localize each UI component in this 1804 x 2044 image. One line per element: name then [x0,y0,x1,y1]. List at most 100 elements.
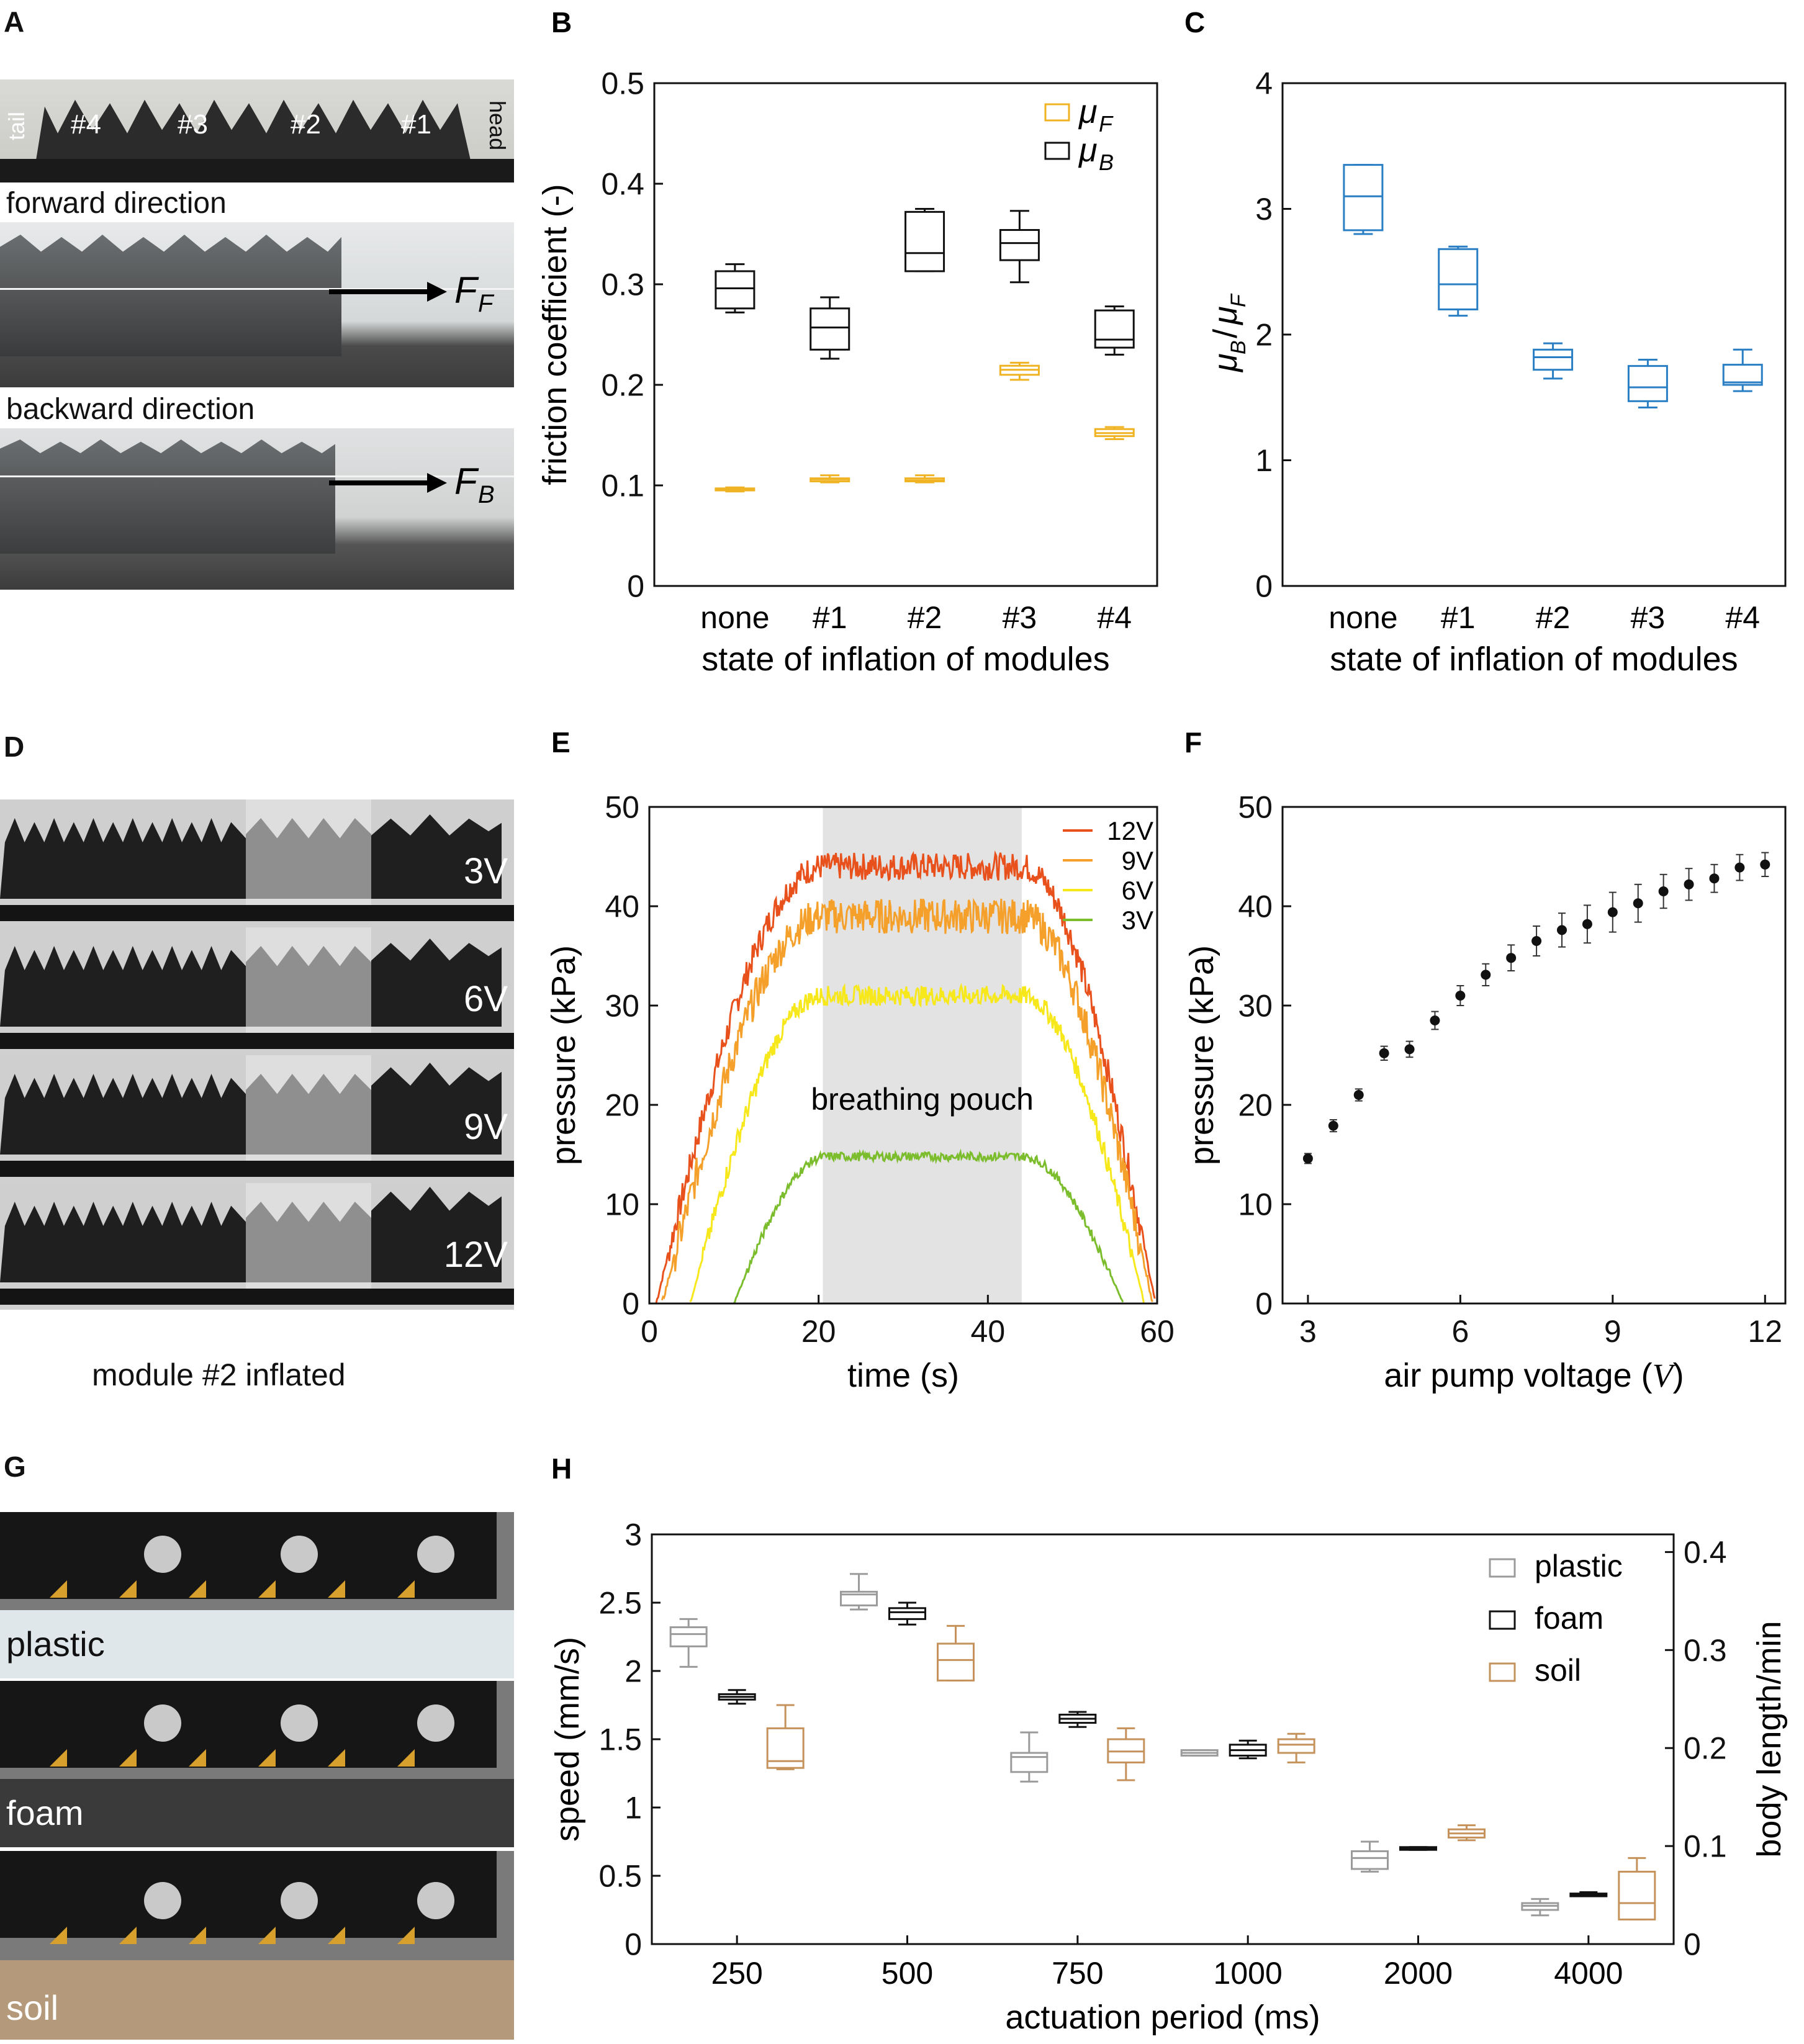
y-tick-label: 10 [605,1187,639,1222]
x-tick-label: 0 [641,1314,658,1349]
robot-photo-forward [0,222,514,387]
x-tick-label: 1000 [1214,1956,1283,1991]
box-plot [766,1704,805,1770]
y-tick-label: 0 [1255,569,1273,604]
box-iqr [937,1642,975,1682]
box-iqr [1277,1738,1315,1754]
box-iqr [1010,1752,1049,1773]
panel-letter-e: E [551,726,571,759]
box-plot [1618,1857,1656,1920]
series-line-6V [689,983,1145,1304]
legend-swatch [1489,1610,1516,1630]
inflation-photo-stack: 3V 6V 9V 12V [0,799,514,1310]
y-tick-label: 10 [1238,1187,1273,1222]
data-point [1633,883,1643,923]
chart-h-speed: H 0 0.5 1 1.5 2 2.5 3 0 0.1 0.2 0.3 0.4 250 500 750 1000… [549,1452,1788,2036]
point-marker [1557,925,1567,935]
y-axis-label-right: body length/min [1751,1621,1788,1857]
box-plot [1533,342,1574,380]
y-tick-label: 30 [605,989,639,1024]
voltage-photo-row: 9V [0,1055,514,1177]
label-head: head [485,101,510,151]
y-tick-label: 3 [625,1518,642,1552]
y-tick-label: 0.5 [598,1859,642,1894]
point-marker [1658,886,1669,896]
y-axis-den-symbol: μ [1207,306,1244,326]
voltage-label: 9V [464,1107,508,1147]
y-tick-label: 0.4 [601,167,644,202]
data-point [1557,912,1567,948]
force-b-label: F [454,461,479,502]
panel-letter-c: C [1184,6,1205,38]
x-tick-label: 500 [882,1956,933,1991]
y-axis-label: pressure (kPa) [545,945,582,1165]
x-tick-label: 4000 [1554,1956,1623,1991]
chart-e-pressure-time: E 0 10 20 30 40 50 0 20 40 60 breathing pouch time (… [545,726,1175,1394]
box-iqr [1533,348,1574,371]
y-tick-label: 0.1 [601,469,644,503]
voltage-label: 12V [443,1235,508,1275]
shaded-region [823,807,1022,1303]
chart-f-pressure-voltage: F 0 10 20 30 40 50 3 6 9 12 air pump voltage (V) pre… [1183,726,1787,1394]
box-plot [718,1689,756,1705]
data-point [1404,1040,1415,1058]
voltage-label: 6V [464,979,508,1019]
x-tick-label: 12 [1748,1314,1782,1349]
box-plot [1627,359,1668,408]
box-iqr [1438,248,1479,310]
series-line-9V [661,898,1153,1302]
box-plot [1722,348,1763,392]
x-tick-label: #1 [1441,600,1476,635]
box-plot [1343,164,1384,235]
point-marker [1709,873,1720,884]
point-marker [1633,898,1643,909]
x-axis-label: state of inflation of modules [701,641,1109,678]
y-tick-label: 40 [1238,889,1273,924]
y-tick-label: 50 [1238,790,1273,825]
x-tick-label: none [1328,600,1397,635]
point-marker [1328,1120,1338,1131]
box-plot [904,474,945,484]
box-iqr [1618,1870,1656,1920]
series-line-3V [733,1148,1124,1304]
point-marker [1531,936,1542,946]
y-tick-label: 1.5 [598,1722,642,1757]
x-axis-label: air pump voltage (V) [1384,1357,1684,1394]
y-tick-label: 1 [1255,443,1273,478]
box-plot [1569,1891,1608,1898]
legend-label: 12V [1107,816,1153,845]
data-point [1353,1088,1364,1102]
y-tick-label: 2.5 [598,1586,642,1621]
x-tick-label: none [700,600,769,635]
y-tick-label-right: 0 [1684,1927,1701,1962]
legend-label: 9V [1122,846,1153,875]
y-tick-label: 50 [605,790,639,825]
point-marker [1607,907,1618,917]
box-plot [1448,1824,1486,1842]
y-tick-label: 0.5 [601,66,644,101]
point-marker [1430,1015,1440,1025]
box-plot [810,474,850,484]
voltage-photo-row: 6V [0,927,514,1049]
substrate-label: soil [6,1988,59,2027]
point-marker [1684,879,1694,889]
x-tick-label: #4 [1725,600,1760,635]
point-marker [1302,1153,1313,1164]
y-tick-label: 0.3 [601,268,644,302]
y-tick-label: 0 [622,1287,639,1321]
y-tick-label: 20 [1238,1088,1273,1123]
x-tick-label: #2 [1536,600,1571,635]
point-marker [1506,953,1517,963]
box-iqr [810,307,850,351]
x-tick-label: 9 [1604,1314,1621,1349]
label-forward-direction: forward direction [6,187,227,220]
box-iqr [1094,309,1135,349]
point-marker [1734,862,1745,873]
data-point [1582,904,1592,944]
box-iqr [904,210,945,272]
y-axis-label: μB/μF [1207,293,1250,373]
substrate-photo-row: plastic [0,1512,514,1678]
box-plot [715,263,755,313]
box-plot [999,210,1040,284]
legend-label: foam [1535,1601,1603,1636]
